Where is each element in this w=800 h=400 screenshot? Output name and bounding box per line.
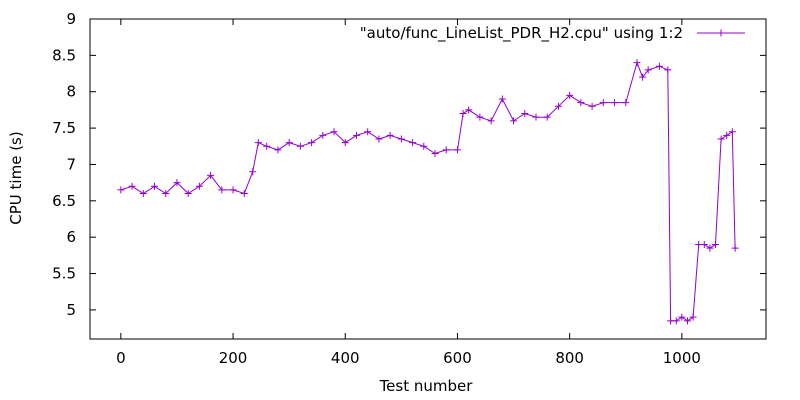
data-point	[420, 142, 428, 150]
plot-frame	[89, 18, 767, 340]
data-point	[195, 182, 203, 190]
data-point	[254, 139, 262, 147]
data-point	[543, 113, 551, 121]
y-tick-label: 6	[66, 228, 76, 246]
x-tick-label: 800	[555, 349, 584, 367]
data-point	[207, 171, 215, 179]
y-tick-label: 7	[66, 155, 76, 173]
data-point	[712, 240, 720, 248]
data-point	[689, 313, 697, 321]
data-point	[151, 182, 159, 190]
y-tick-label: 9	[66, 10, 76, 28]
data-point	[173, 179, 181, 187]
series-layer	[117, 59, 739, 325]
data-point	[128, 182, 136, 190]
data-point	[184, 190, 192, 198]
y-tick-label: 7.5	[52, 119, 76, 137]
legend-marker	[717, 29, 725, 37]
data-point	[139, 190, 147, 198]
data-point	[678, 313, 686, 321]
data-point	[341, 139, 349, 147]
data-point	[409, 139, 417, 147]
y-tick-label: 5	[66, 301, 76, 319]
data-point	[308, 139, 316, 147]
x-tick-label: 1000	[663, 349, 701, 367]
data-point	[723, 131, 731, 139]
x-axis: 0 200 400 600 800 1000	[116, 19, 701, 367]
data-point	[510, 117, 518, 125]
data-point	[498, 95, 506, 103]
data-point	[664, 66, 672, 74]
data-point	[639, 73, 647, 81]
plot-border	[89, 18, 767, 340]
data-point	[453, 146, 461, 154]
data-point	[431, 150, 439, 158]
data-point	[162, 190, 170, 198]
x-axis-label: Test number	[379, 377, 474, 395]
x-tick-label: 400	[331, 349, 360, 367]
data-point	[465, 106, 473, 114]
y-tick-label: 5.5	[52, 265, 76, 283]
data-point	[588, 102, 596, 110]
y-tick-label: 8.5	[52, 46, 76, 64]
data-point	[459, 110, 467, 118]
data-point	[672, 317, 680, 325]
data-point	[296, 142, 304, 150]
data-point	[566, 91, 574, 99]
y-tick-label: 8	[66, 83, 76, 101]
data-point	[330, 128, 338, 136]
data-point	[633, 59, 641, 67]
data-point	[622, 99, 630, 107]
data-point	[375, 135, 383, 143]
y-tick-label: 6.5	[52, 192, 76, 210]
data-point	[249, 168, 257, 176]
data-point	[706, 244, 714, 252]
data-point	[644, 66, 652, 74]
data-point	[352, 131, 360, 139]
data-point	[386, 131, 394, 139]
data-point	[717, 135, 725, 143]
data-point	[554, 102, 562, 110]
data-point	[728, 128, 736, 136]
data-point	[442, 146, 450, 154]
series-line	[120, 61, 736, 322]
data-point	[577, 99, 585, 107]
data-point	[655, 62, 663, 70]
data-point	[700, 240, 708, 248]
data-point	[319, 131, 327, 139]
data-point	[274, 146, 282, 154]
data-point	[611, 99, 619, 107]
data-point	[476, 113, 484, 121]
data-point	[683, 317, 691, 325]
data-point	[229, 186, 237, 194]
data-point	[263, 142, 271, 150]
data-point	[532, 113, 540, 121]
data-point	[599, 99, 607, 107]
data-point	[117, 186, 125, 194]
data-point	[731, 244, 739, 252]
data-point	[487, 117, 495, 125]
x-tick-label: 0	[116, 349, 126, 367]
data-point	[364, 128, 372, 136]
y-axis: 5 5.5 6 6.5 7 7.5 8 8.5 9	[52, 10, 766, 319]
data-point	[521, 110, 529, 118]
data-point	[240, 190, 248, 198]
y-axis-label: CPU time (s)	[7, 131, 25, 224]
data-point	[397, 135, 405, 143]
legend-label: "auto/func_LineList_PDR_H2.cpu" using 1:…	[360, 24, 683, 43]
x-tick-label: 600	[443, 349, 472, 367]
legend: "auto/func_LineList_PDR_H2.cpu" using 1:…	[360, 24, 745, 43]
data-point	[285, 139, 293, 147]
data-point	[218, 186, 226, 194]
x-tick-label: 200	[219, 349, 248, 367]
